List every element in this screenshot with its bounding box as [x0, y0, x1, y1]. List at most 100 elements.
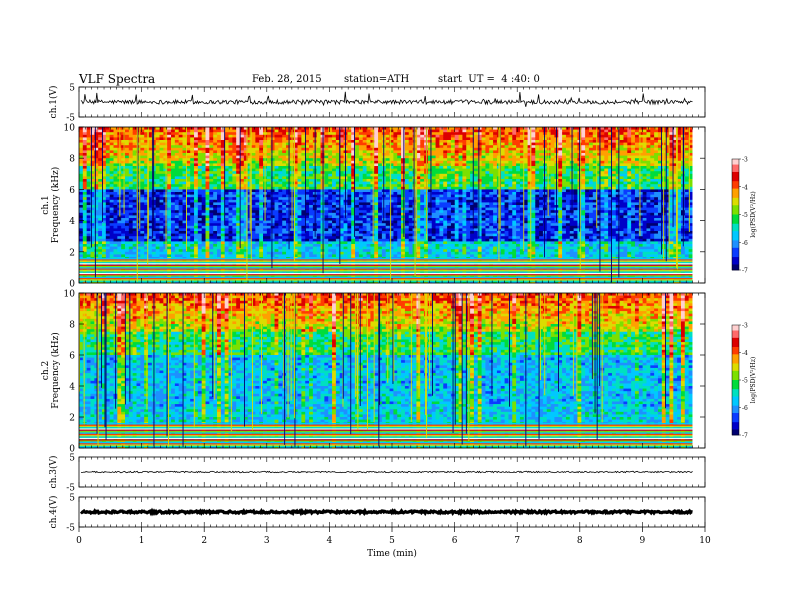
spectrogram-cell [255, 192, 259, 195]
spectrogram-cell [370, 140, 374, 143]
spectrogram-cell [290, 239, 294, 242]
spectrogram-cell [217, 161, 221, 164]
spectrogram-cell [129, 156, 133, 159]
spectrogram-cell [194, 187, 198, 190]
spectrogram-cell [240, 192, 244, 195]
spectrogram-cell [98, 150, 102, 153]
spectrogram-cell [110, 184, 114, 187]
spectrogram-cell [259, 163, 263, 166]
spectrogram-cell [309, 137, 313, 140]
spectrogram-cell [198, 236, 202, 239]
spectrogram-cell [83, 153, 87, 156]
spectrogram-cell [324, 195, 328, 198]
spectrogram-cell [255, 234, 259, 237]
spectrogram-cell [198, 249, 202, 252]
spectrogram-cell [378, 228, 382, 231]
spectrogram-cell [282, 158, 286, 161]
spectrogram-cell [263, 247, 267, 250]
spectrogram-cell [229, 150, 233, 153]
spectrogram-cell [298, 195, 302, 198]
spectrogram-cell [259, 215, 263, 218]
spectrogram-cell [133, 195, 137, 198]
spectrogram-cell [225, 153, 229, 156]
spectrogram-cell [121, 166, 125, 169]
spectrogram-cell [347, 166, 351, 169]
spectrogram-cell [374, 158, 378, 161]
spectrogram-cell [225, 140, 229, 143]
spectrogram-cell [367, 179, 371, 182]
spectrogram-cell [363, 163, 367, 166]
spectrogram-cell [186, 192, 190, 195]
spectrogram-cell [328, 150, 332, 153]
spectrogram-cell [175, 254, 179, 257]
spectrogram-cell [305, 239, 309, 242]
spectrogram-cell [301, 158, 305, 161]
spectrogram-cell [313, 247, 317, 250]
spectrogram-cell [382, 226, 386, 229]
spectrogram-cell [175, 184, 179, 187]
spectrogram-cell [370, 234, 374, 237]
spectrogram-cell [286, 200, 290, 203]
spectrogram-cell [332, 197, 336, 200]
spectrogram-cell [252, 176, 256, 179]
spectrogram-cell [98, 127, 102, 130]
spectrogram-cell [255, 158, 259, 161]
spectrogram-cell [186, 249, 190, 252]
spectrogram-cell [259, 213, 263, 216]
spectrogram-cell [275, 210, 279, 213]
spectrogram-cell [340, 254, 344, 257]
spectrogram-cell [286, 208, 290, 211]
spectrogram-cell [370, 135, 374, 138]
spectrogram-cell [363, 221, 367, 224]
spectrogram-cell [129, 171, 133, 174]
spectrogram-cell [286, 127, 290, 130]
y-axis-label: ch.1(V) [48, 86, 59, 119]
spectrogram-cell [332, 176, 336, 179]
spectrogram-cell [202, 179, 206, 182]
spectrogram-cell [328, 145, 332, 148]
spectrogram-cell [367, 166, 371, 169]
spectrogram-cell [221, 241, 225, 244]
spectrogram-cell [332, 228, 336, 231]
spectrogram-cell [114, 153, 118, 156]
spectrogram-cell [129, 148, 133, 151]
spectrogram-cell [110, 156, 114, 159]
spectrogram-cell [275, 215, 279, 218]
spectrogram-cell [355, 145, 359, 148]
spectrogram-cell [114, 223, 118, 226]
spectrogram-cell [367, 215, 371, 218]
spectrogram-cell [340, 236, 344, 239]
spectrogram-cell [271, 236, 275, 239]
spectrogram-cell [194, 223, 198, 226]
spectrogram-cell [347, 228, 351, 231]
spectrogram-cell [125, 231, 129, 234]
spectrogram-cell [129, 221, 133, 224]
spectrogram-cell [240, 184, 244, 187]
spectrogram-cell [301, 197, 305, 200]
spectrogram-cell [367, 244, 371, 247]
spectrogram-cell [121, 226, 125, 229]
spectrogram-cell [370, 239, 374, 242]
spectrogram-cell [340, 163, 344, 166]
spectrogram-cell [267, 221, 271, 224]
spectrogram-cell [140, 179, 144, 182]
spectrogram-cell [252, 184, 256, 187]
spectrogram-cell [83, 182, 87, 185]
spectrogram-cell [259, 223, 263, 226]
spectrogram-cell [255, 249, 259, 252]
spectrogram-cell [110, 254, 114, 257]
spectrogram-cell [240, 174, 244, 177]
spectrogram-cell [301, 249, 305, 252]
spectrogram-cell [140, 239, 144, 242]
spectrogram-cell [129, 158, 133, 161]
spectrogram-cell [259, 226, 263, 229]
spectrogram-cell [282, 135, 286, 138]
spectrogram-cell [367, 150, 371, 153]
spectrogram-cell [217, 236, 221, 239]
spectrogram-cell [351, 249, 355, 252]
spectrogram-cell [355, 241, 359, 244]
spectrogram-cell [156, 156, 160, 159]
spectrogram-cell [114, 215, 118, 218]
spectrogram-cell [252, 153, 256, 156]
spectrogram-cell [301, 218, 305, 221]
